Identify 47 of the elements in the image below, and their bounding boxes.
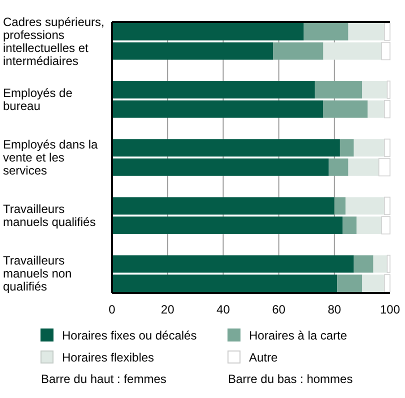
bar [354, 255, 374, 273]
bar [373, 255, 388, 273]
text: Barre du bas : hommes [228, 372, 353, 386]
bar [356, 216, 382, 234]
legend-label: Horaires à la carte [249, 328, 348, 342]
bar [314, 81, 362, 98]
y-tick-label: Employés de bureau [3, 86, 73, 113]
bar [346, 197, 384, 215]
bar [340, 139, 354, 157]
bar [337, 274, 362, 292]
x-tick-label: 40 [216, 302, 230, 317]
bar [348, 158, 379, 176]
bar [112, 42, 274, 60]
bar [112, 216, 343, 234]
bar [323, 42, 382, 60]
x-tick-label: 80 [328, 302, 342, 317]
y-tick-label: Travailleurs manuels non qualifiés [3, 254, 72, 294]
bar [273, 42, 324, 60]
y-tick-label: Travailleurs manuels qualifiés [3, 202, 96, 230]
legend-label: Horaires flexibles [62, 350, 154, 364]
bar [328, 158, 348, 176]
bar [112, 100, 324, 118]
bar [368, 100, 384, 118]
x-tick-label: 60 [272, 302, 286, 317]
legend-label: Horaires fixes ou décalés [62, 328, 197, 342]
bar [112, 139, 340, 157]
bar [112, 81, 315, 98]
bar [342, 216, 357, 234]
y-tick-label: Employés dans la vente et les services [3, 138, 98, 178]
bar [354, 139, 384, 157]
bar [112, 274, 338, 292]
legend-label: Autre [249, 350, 278, 364]
bar [112, 197, 334, 215]
bar [348, 22, 384, 40]
bar [112, 255, 354, 273]
bar [112, 22, 304, 40]
x-tick-label: 100 [380, 302, 400, 317]
x-tick-label: 0 [108, 302, 116, 317]
bar [362, 81, 388, 98]
bar [334, 197, 346, 215]
x-tick-label: 20 [160, 302, 175, 317]
bar [323, 100, 368, 118]
text: Barre du haut : femmes [41, 372, 166, 386]
bar [362, 274, 384, 292]
y-tick-label: Cadres supérieurs, professions intellectuelles et intermédiaires [3, 14, 104, 68]
bar [304, 22, 348, 40]
bar [112, 158, 329, 176]
